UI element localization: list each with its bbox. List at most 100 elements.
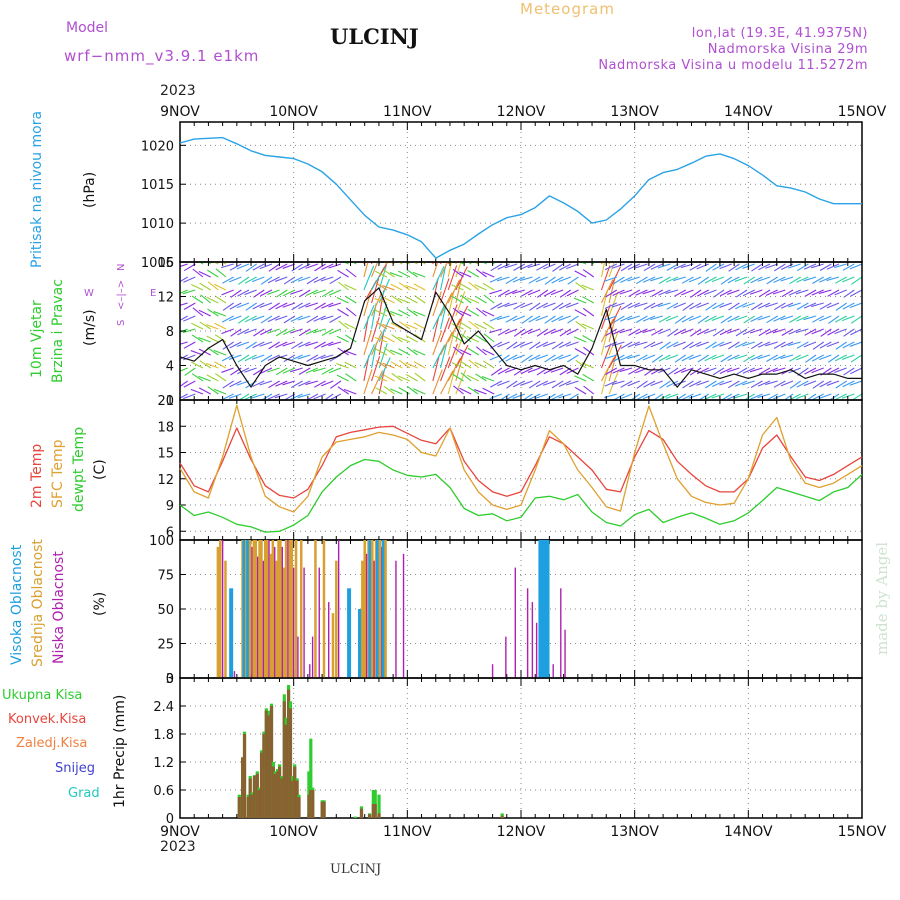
wind-arrow <box>620 341 633 349</box>
wind-arrow <box>490 302 503 310</box>
cloud-bar <box>275 560 278 678</box>
wind-arrow <box>635 354 648 362</box>
cloud-bar <box>373 560 375 678</box>
precip-conv-bar <box>307 794 311 818</box>
wind-arrow <box>402 262 411 265</box>
wind-arrow <box>343 388 357 395</box>
day-label-top: 11NOV <box>383 104 432 120</box>
wind-arrow <box>496 276 510 282</box>
wind-arrow <box>558 276 572 283</box>
wind-arrow <box>608 291 619 317</box>
wind-arrow <box>440 356 451 382</box>
wind-arrow <box>650 263 663 270</box>
wind-arrow <box>703 367 717 373</box>
wind-arrow <box>413 388 426 395</box>
cloud-bar <box>277 540 280 678</box>
wind-arrow <box>544 276 556 285</box>
wind-arrow <box>550 367 564 373</box>
wind-arrow <box>276 289 288 298</box>
wind-arrow <box>320 276 334 282</box>
wind-arrow <box>735 341 748 348</box>
wind-arrow <box>414 295 426 304</box>
wind-arrow <box>521 315 533 324</box>
wind-arrow <box>481 376 495 382</box>
wind-arrow <box>558 393 571 399</box>
wind-arrow <box>305 367 319 374</box>
wind-arrow <box>681 289 694 296</box>
cloud-bar <box>292 567 295 678</box>
wind-arrow <box>812 341 825 350</box>
wind-arrow <box>180 289 188 295</box>
wind-arrow <box>797 367 809 376</box>
wind-arrow <box>371 370 384 395</box>
wind-arrow <box>728 302 740 311</box>
wind-arrow <box>214 283 227 291</box>
precip-ytick-label: 0.6 <box>153 784 174 799</box>
wind-arrow <box>267 315 280 323</box>
cloud-bar <box>271 540 275 678</box>
wind-arrow <box>214 361 227 369</box>
wind-arrow <box>780 276 794 282</box>
wind-arrow <box>696 341 709 347</box>
wind-arrow <box>643 276 656 283</box>
wind-arrow <box>619 289 633 295</box>
wind-arrow <box>398 282 411 291</box>
wind-arrow <box>440 342 448 369</box>
precip-ytick-label: 1.2 <box>153 756 174 771</box>
wind-arrow <box>834 393 847 400</box>
wind-arrow <box>199 360 211 369</box>
wind-arrow <box>772 367 786 373</box>
wind-arrow <box>620 380 633 388</box>
wind-arrow <box>726 289 740 295</box>
wind-arrow <box>391 372 403 382</box>
precip-conv-bar <box>322 801 326 818</box>
wind-arrow <box>811 354 824 362</box>
wind-arrow <box>608 305 622 330</box>
wind-arrow <box>765 380 778 386</box>
wind-arrow <box>206 335 219 343</box>
precip-conv-bar <box>277 766 282 818</box>
precip-conv-bar <box>267 715 271 818</box>
temp-t2m-line <box>179 425 863 499</box>
wind-arrow <box>812 380 824 389</box>
wind-arrow <box>712 263 725 271</box>
wind-arrow <box>766 315 778 324</box>
wind-arrow <box>535 354 549 360</box>
precip-conv-bar <box>371 804 375 818</box>
wind-arrow <box>826 302 840 309</box>
cloud-bar <box>265 540 269 678</box>
wind-arrow <box>382 335 395 343</box>
temp-sfc-line <box>179 404 863 513</box>
wind-arrow <box>705 302 717 311</box>
wind-arrow <box>750 393 763 400</box>
wind-arrow <box>506 341 518 350</box>
wind-arrow <box>512 380 526 388</box>
wind-arrow <box>328 289 342 296</box>
wind-arrow <box>290 354 303 361</box>
wind-arrow <box>734 276 748 282</box>
precip-total-bar <box>353 816 357 818</box>
wind-arrow <box>467 308 480 317</box>
wind-arrow <box>267 354 280 361</box>
wind-arrow <box>634 302 648 308</box>
wind-arrow <box>345 334 357 343</box>
wind-arrow <box>789 276 801 285</box>
wind-arrow <box>697 289 709 297</box>
wind-arrow <box>583 346 595 356</box>
wind-arrow <box>274 315 288 321</box>
wind-arrow <box>519 276 533 282</box>
wind-arrow <box>382 362 395 369</box>
wind-arrow <box>398 387 411 395</box>
wind-arrow <box>452 334 464 343</box>
precip-total-bar <box>500 813 504 818</box>
wind-arrow <box>451 284 464 291</box>
wind-ytick-label: 8 <box>166 325 174 340</box>
wind-arrow <box>475 373 487 382</box>
wind-arrow <box>290 393 303 400</box>
wind-arrow <box>719 380 732 386</box>
wind-arrow <box>796 393 809 400</box>
wind-arrow <box>643 263 656 272</box>
wind-arrow <box>267 289 280 295</box>
wind-arrow <box>244 276 257 284</box>
wind-arrow <box>291 302 303 311</box>
